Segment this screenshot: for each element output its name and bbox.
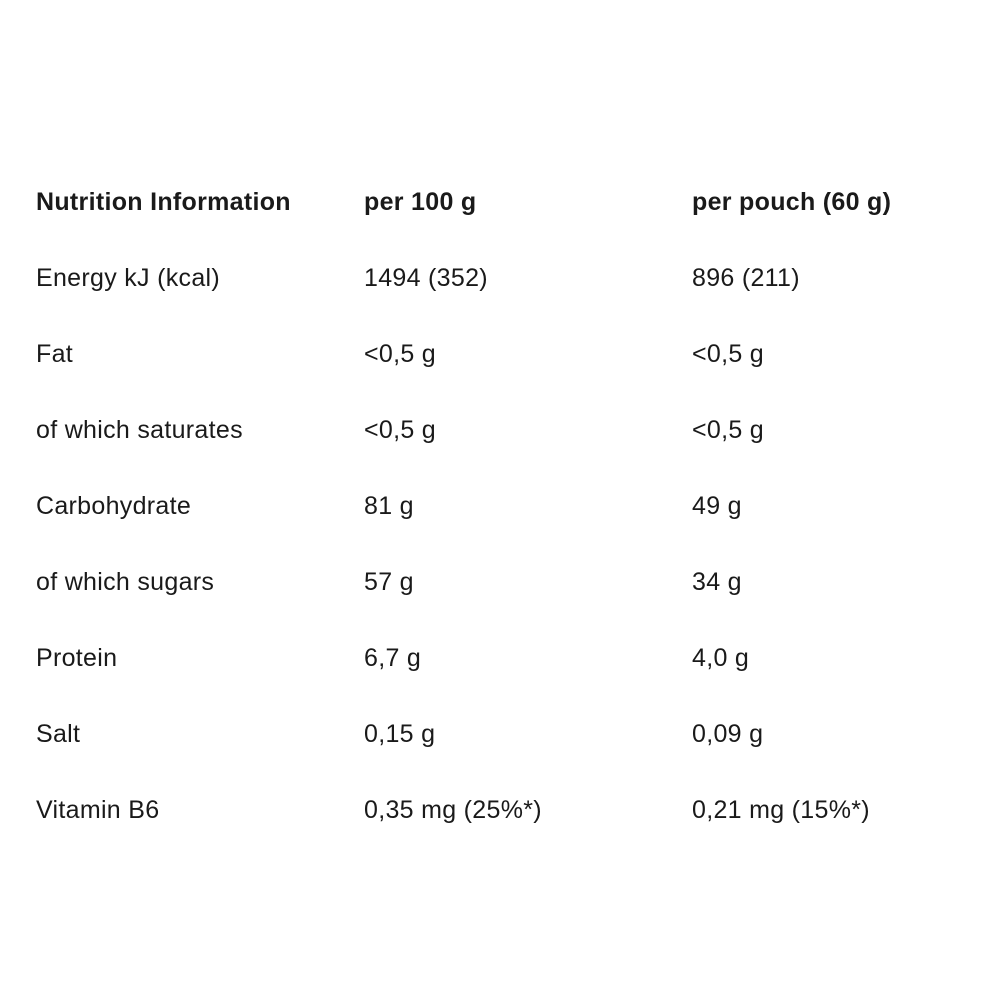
row-label: of which sugars	[36, 567, 215, 596]
row-value-per-pouch: 34 g	[692, 567, 742, 596]
row-label: Carbohydrate	[36, 491, 192, 520]
row-value-per-pouch: 0,21 mg (15%*)	[692, 795, 870, 824]
row-value-per-pouch: 4,0 g	[692, 643, 750, 672]
row-value-per-pouch: <0,5 g	[692, 339, 765, 368]
table-row-energy: Energy kJ (kcal) 1494 (352) 896 (211)	[36, 240, 976, 316]
row-label: of which saturates	[36, 415, 243, 444]
row-value-per-100g: 0,15 g	[364, 719, 436, 748]
row-value-per-pouch: 49 g	[692, 491, 742, 520]
row-value-per-100g: <0,5 g	[364, 339, 437, 368]
table-row-fat: Fat <0,5 g <0,5 g	[36, 316, 976, 392]
row-value-per-100g: 57 g	[364, 567, 414, 596]
row-label: Protein	[36, 643, 118, 672]
header-nutrition-information: Nutrition Information	[36, 187, 291, 216]
row-value-per-100g: 0,35 mg (25%*)	[364, 795, 542, 824]
table-row-sugars: of which sugars 57 g 34 g	[36, 544, 976, 620]
row-value-per-100g: 1494 (352)	[364, 263, 488, 292]
header-per-pouch: per pouch (60 g)	[692, 187, 892, 216]
row-value-per-pouch: 0,09 g	[692, 719, 764, 748]
row-value-per-100g: <0,5 g	[364, 415, 437, 444]
row-value-per-100g: 6,7 g	[364, 643, 422, 672]
table-row-vitamin-b6: Vitamin B6 0,35 mg (25%*) 0,21 mg (15%*)	[36, 772, 976, 848]
row-value-per-100g: 81 g	[364, 491, 414, 520]
row-label: Energy kJ (kcal)	[36, 263, 221, 292]
row-label: Vitamin B6	[36, 795, 160, 824]
nutrition-table: Nutrition Information per 100 g per pouc…	[36, 164, 976, 848]
table-header-row: Nutrition Information per 100 g per pouc…	[36, 164, 976, 240]
row-value-per-pouch: <0,5 g	[692, 415, 765, 444]
header-per-100g: per 100 g	[364, 187, 477, 216]
row-label: Salt	[36, 719, 81, 748]
table-row-salt: Salt 0,15 g 0,09 g	[36, 696, 976, 772]
row-label: Fat	[36, 339, 74, 368]
table-row-saturates: of which saturates <0,5 g <0,5 g	[36, 392, 976, 468]
table-row-protein: Protein 6,7 g 4,0 g	[36, 620, 976, 696]
table-row-carbohydrate: Carbohydrate 81 g 49 g	[36, 468, 976, 544]
row-value-per-pouch: 896 (211)	[692, 263, 800, 292]
